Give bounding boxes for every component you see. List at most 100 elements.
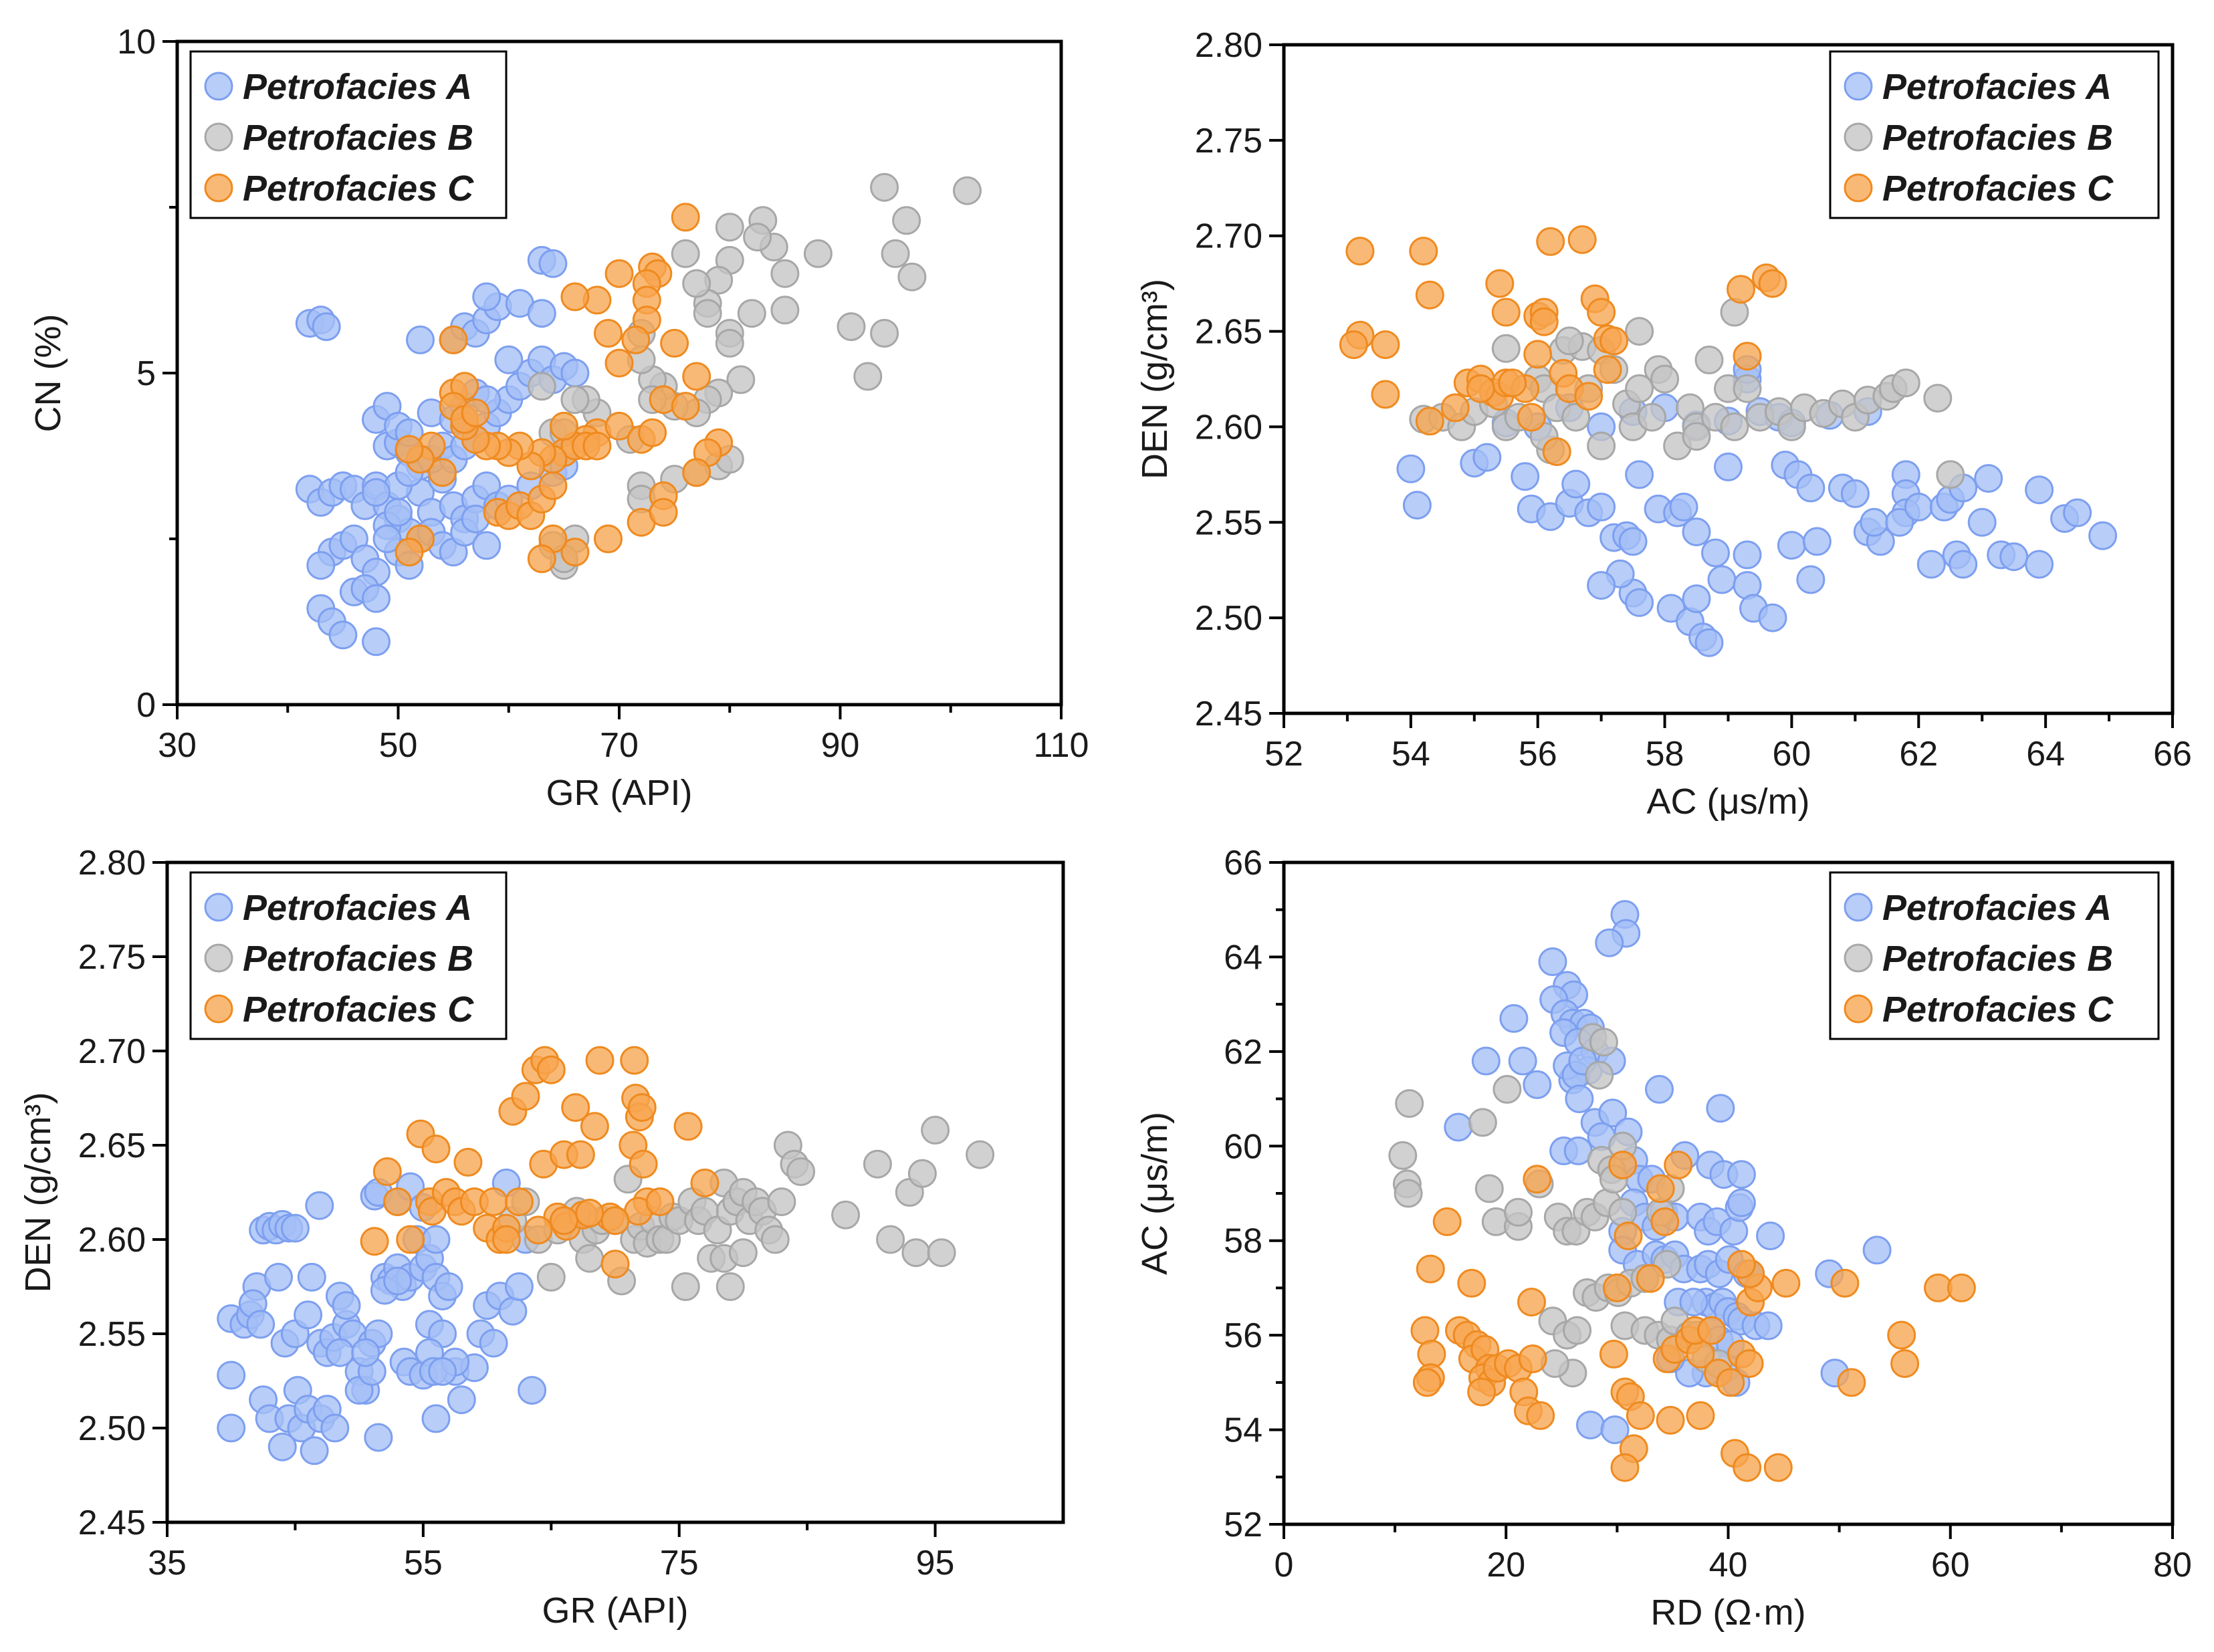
data-point: [527, 372, 556, 401]
data-point: [1701, 538, 1730, 568]
data-point: [325, 1338, 354, 1367]
legend-marker: [204, 994, 233, 1024]
data-point: [1679, 1288, 1708, 1317]
data-point: [582, 431, 612, 461]
x-axis-title: GR (API): [546, 773, 692, 813]
data-point: [1625, 588, 1654, 617]
y-tick-label: 54: [1224, 1411, 1262, 1450]
x-tick-label: 55: [404, 1544, 443, 1582]
data-point: [1394, 1179, 1423, 1208]
legend-marker: [1844, 122, 1873, 152]
x-tick-label: 52: [1264, 735, 1303, 774]
data-point: [1608, 1151, 1638, 1180]
data-point: [1625, 460, 1654, 489]
data-point: [671, 239, 700, 268]
y-tick-label: 64: [1224, 938, 1262, 977]
chart-cn-vs-gr: 30 50 70 90 110 0 5 10 GR (API) CN (%) Petrofacies…: [28, 23, 1089, 813]
x-tick-label: 30: [158, 726, 197, 765]
data-points: [217, 1046, 995, 1465]
data-points: [295, 172, 982, 657]
y-axis-title: DEN (g/cm³): [18, 1092, 58, 1293]
y-tick-label: 2.45: [78, 1504, 146, 1542]
data-point: [384, 497, 413, 527]
data-point: [1753, 1311, 1783, 1340]
data-point: [1602, 1273, 1632, 1302]
data-point: [1485, 269, 1515, 298]
legend: Petrofacies A Petrofacies B Petrofacies C: [189, 871, 508, 1040]
data-point: [927, 1238, 956, 1268]
data-point: [770, 296, 800, 325]
data-point: [1526, 1401, 1555, 1430]
data-point: [2025, 475, 2054, 505]
data-point: [737, 299, 766, 328]
y-tick-label: 62: [1224, 1033, 1262, 1072]
data-point: [892, 206, 921, 235]
y-tick-label: 5: [136, 354, 156, 393]
data-point: [560, 538, 590, 567]
legend-box: [189, 50, 508, 219]
data-point: [1862, 1235, 1892, 1265]
data-point: [1707, 565, 1737, 594]
x-tick-label: 90: [821, 726, 860, 765]
data-point: [297, 1262, 326, 1292]
x-tick-label: 56: [1519, 735, 1557, 774]
data-point: [1491, 334, 1521, 363]
data-point: [2063, 498, 2092, 527]
x-axis-title: AC (μs/m): [1646, 782, 1809, 822]
data-point: [1802, 527, 1832, 556]
legend-marker: [204, 173, 233, 203]
data-point: [1561, 469, 1591, 499]
data-point: [671, 203, 700, 232]
data-point: [1416, 1254, 1445, 1284]
data-point: [561, 1093, 590, 1123]
data-point: [527, 299, 556, 328]
y-tick-label: 0: [136, 686, 156, 725]
data-point: [837, 312, 866, 342]
data-point: [1796, 565, 1825, 594]
data-point: [1599, 326, 1629, 356]
data-point: [604, 411, 634, 441]
data-point: [1650, 364, 1680, 394]
legend-marker: [1844, 72, 1873, 101]
legend-marker: [1844, 893, 1873, 922]
data-point: [1529, 307, 1559, 336]
y-tick-label: 2.75: [78, 938, 146, 977]
data-point: [1682, 584, 1711, 614]
y-tick-label: 2.70: [1195, 217, 1262, 256]
data-point: [1511, 462, 1540, 491]
data-point: [527, 544, 556, 574]
data-point: [1733, 540, 1762, 570]
x-tick-label: 58: [1646, 735, 1684, 774]
data-point: [1538, 947, 1567, 976]
legend-label: Petrofacies A: [1882, 67, 2112, 107]
data-point: [560, 358, 590, 388]
y-axis-title: CN (%): [28, 314, 68, 433]
data-point: [1949, 550, 1978, 579]
data-point: [1339, 330, 1368, 360]
data-point: [1555, 326, 1584, 356]
data-point: [518, 1376, 547, 1405]
legend-label: Petrofacies C: [1882, 168, 2114, 209]
data-point: [1664, 1151, 1693, 1180]
data-point: [629, 1149, 658, 1179]
data-point: [1669, 492, 1698, 521]
data-point: [1471, 1046, 1501, 1076]
data-point: [538, 249, 568, 278]
legend: Petrofacies A Petrofacies B Petrofacies C: [1829, 871, 2160, 1040]
data-point: [1999, 542, 2029, 572]
data-point: [1593, 355, 1622, 384]
data-point: [428, 1356, 457, 1386]
data-point: [1371, 330, 1400, 360]
data-point: [673, 1112, 703, 1141]
y-tick-label: 2.75: [1195, 122, 1262, 160]
data-point: [1625, 374, 1654, 403]
data-point: [1719, 1217, 1749, 1246]
data-point: [461, 398, 490, 427]
data-point: [1904, 492, 1933, 521]
data-point: [1432, 1207, 1462, 1236]
data-point: [682, 362, 711, 391]
legend-label: Petrofacies A: [243, 888, 472, 928]
data-points: [1339, 225, 2118, 657]
data-point: [2025, 550, 2054, 579]
data-point: [786, 1157, 816, 1186]
